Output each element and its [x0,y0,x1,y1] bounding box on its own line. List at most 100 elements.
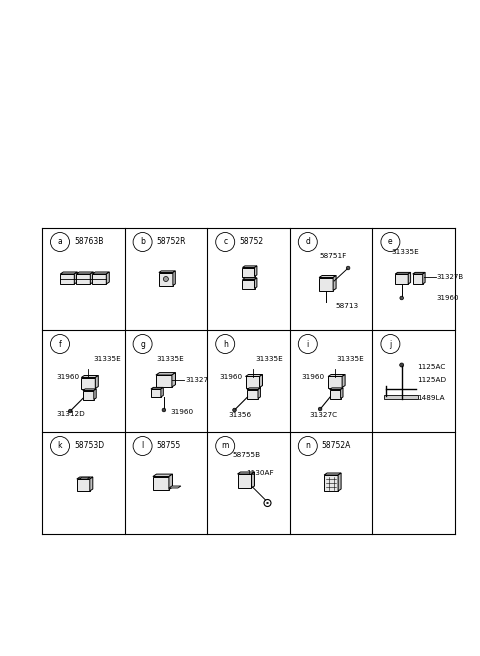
Polygon shape [245,375,263,377]
Polygon shape [330,390,341,398]
Text: 31960: 31960 [56,374,79,380]
Text: 31356: 31356 [228,412,252,418]
Polygon shape [324,475,338,491]
Text: 31960: 31960 [301,374,324,380]
Text: 58752A: 58752A [322,441,351,451]
Polygon shape [60,272,77,274]
Polygon shape [77,479,90,491]
Polygon shape [173,271,175,285]
Polygon shape [60,274,74,284]
Polygon shape [324,473,341,475]
Text: f: f [59,340,61,348]
Polygon shape [81,375,98,377]
Polygon shape [81,377,96,388]
Text: 58755: 58755 [156,441,181,451]
Polygon shape [83,389,96,390]
Polygon shape [92,272,109,274]
Text: n: n [305,441,310,451]
Text: m: m [221,441,229,451]
Polygon shape [328,375,345,377]
Polygon shape [408,272,410,284]
Polygon shape [413,274,423,284]
Circle shape [233,408,236,412]
Text: 1125AC: 1125AC [417,364,445,370]
Polygon shape [342,375,345,388]
Polygon shape [242,268,254,276]
Text: 31960: 31960 [219,374,242,380]
Polygon shape [395,274,408,284]
Polygon shape [156,373,176,375]
Text: 31960: 31960 [170,409,193,415]
Circle shape [346,266,350,270]
Polygon shape [90,477,93,491]
Text: 1125AD: 1125AD [417,377,446,383]
Polygon shape [77,477,93,479]
Polygon shape [319,276,336,277]
Polygon shape [92,274,106,284]
Circle shape [163,276,168,281]
Polygon shape [252,472,254,488]
Text: a: a [58,237,62,247]
Polygon shape [172,373,176,387]
Text: j: j [389,340,392,348]
Polygon shape [83,390,94,400]
Polygon shape [169,486,181,488]
Circle shape [400,363,404,367]
Polygon shape [169,474,172,489]
Text: 31327: 31327 [185,377,208,383]
Text: 58751F: 58751F [319,253,347,259]
Circle shape [318,407,322,411]
Polygon shape [242,279,254,289]
Circle shape [162,408,166,412]
Polygon shape [328,377,342,388]
Polygon shape [423,272,425,284]
Polygon shape [413,272,425,274]
Polygon shape [79,478,90,479]
Polygon shape [106,272,109,284]
Polygon shape [384,395,418,399]
Polygon shape [151,389,161,397]
Polygon shape [242,278,257,279]
Text: 31335E: 31335E [392,249,420,255]
Polygon shape [260,375,263,388]
Circle shape [400,297,404,300]
Circle shape [267,502,268,504]
Polygon shape [254,266,257,276]
Polygon shape [153,474,172,476]
Text: 31960: 31960 [437,295,459,301]
Polygon shape [94,389,96,400]
Text: 58752R: 58752R [156,237,186,247]
Text: 31327C: 31327C [309,412,337,418]
Text: 1489LA: 1489LA [417,395,444,401]
Text: c: c [223,237,227,247]
Text: h: h [223,340,228,348]
Text: d: d [305,237,310,247]
Polygon shape [159,272,173,285]
Text: b: b [140,237,145,247]
Text: 31335E: 31335E [255,356,283,362]
Text: 58753D: 58753D [74,441,104,451]
Polygon shape [242,266,257,268]
Polygon shape [247,390,258,398]
Text: 58752: 58752 [239,237,264,247]
Polygon shape [319,277,333,291]
Polygon shape [330,388,343,390]
Polygon shape [247,388,261,390]
Circle shape [69,409,72,413]
Polygon shape [258,388,261,398]
Text: e: e [388,237,393,247]
Polygon shape [338,473,341,491]
Text: 58755B: 58755B [232,452,261,458]
Polygon shape [96,375,98,388]
Text: l: l [142,441,144,451]
Polygon shape [341,388,343,398]
Text: 31335E: 31335E [93,356,121,362]
Polygon shape [245,377,260,388]
Text: 31335E: 31335E [156,356,184,362]
Polygon shape [153,476,169,489]
Polygon shape [161,388,163,397]
Text: 31335E: 31335E [336,356,364,362]
Polygon shape [159,271,175,272]
Polygon shape [151,388,163,389]
Polygon shape [238,472,254,474]
